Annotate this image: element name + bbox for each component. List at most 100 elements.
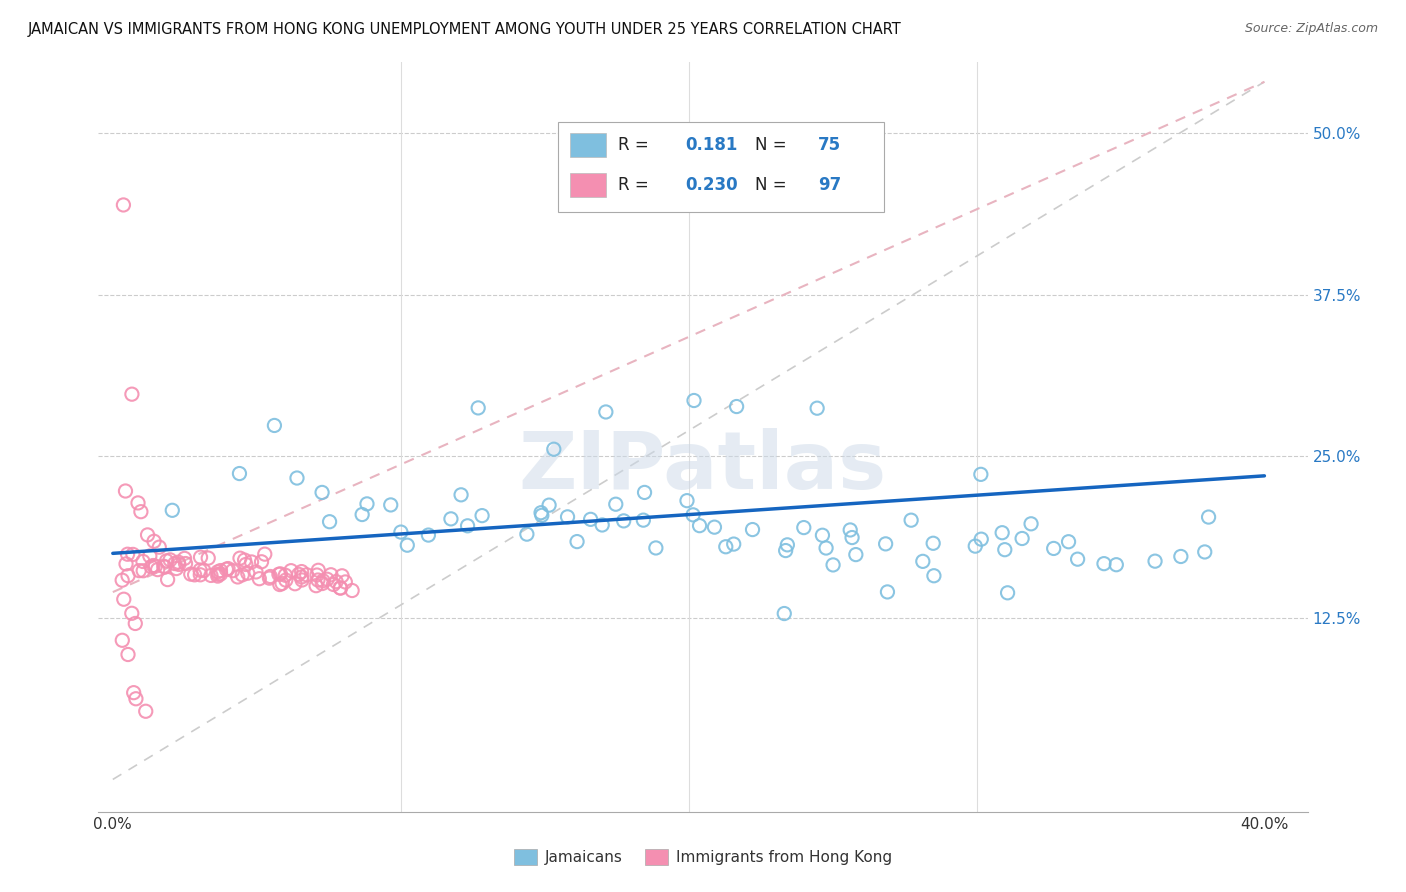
Text: R =: R = [619,136,654,153]
Point [209,566,232,581]
Point [841,531,863,545]
Point [193,564,215,578]
Point [245,565,267,579]
Text: Source: ZipAtlas.com: Source: ZipAtlas.com [1244,22,1378,36]
Point [997,586,1019,600]
Point [1011,532,1033,546]
Point [263,418,285,433]
Point [557,509,579,524]
Point [269,566,291,581]
Point [457,518,479,533]
Point [330,569,353,583]
Point [159,553,181,567]
Point [1170,549,1192,564]
Point [139,549,162,563]
Point [538,498,561,512]
Point [146,563,169,577]
Point [142,558,165,573]
Point [207,567,229,582]
Point [163,557,186,571]
Point [284,576,307,591]
Point [200,568,222,582]
Point [285,471,308,485]
Point [793,520,815,534]
Point [329,581,352,595]
Point [683,393,706,408]
Point [1042,541,1064,556]
Point [1194,545,1216,559]
Point [236,566,259,581]
Point [965,539,987,553]
Point [467,401,489,415]
Point [121,607,143,621]
Point [676,493,699,508]
Point [141,559,163,574]
Point [188,567,211,582]
Point [530,506,553,520]
Point [259,571,281,585]
Point [876,585,898,599]
Point [689,518,711,533]
Point [125,691,148,706]
Point [682,508,704,522]
Point [900,513,922,527]
FancyBboxPatch shape [558,122,884,212]
Point [311,485,333,500]
Point [440,512,463,526]
Point [450,488,472,502]
Text: 97: 97 [818,177,841,194]
Point [291,565,314,579]
Point [579,512,602,526]
Point [389,525,412,540]
Point [229,551,252,566]
Point [280,564,302,578]
Point [516,527,538,541]
Point [823,558,845,572]
Point [291,573,314,587]
Point [173,551,195,566]
Point [215,562,238,576]
Point [233,553,256,567]
Point [312,574,335,588]
Point [318,515,340,529]
Point [117,648,139,662]
Point [226,570,249,584]
Point [111,573,134,587]
Point [725,400,748,414]
Point [1144,554,1167,568]
Point [811,528,834,542]
Point [305,579,328,593]
Text: R =: R = [619,177,654,194]
Point [714,540,737,554]
Point [121,387,143,401]
Point [207,569,229,583]
Point [127,496,149,510]
Point [845,548,868,562]
Point [295,567,318,582]
Point [155,554,177,568]
Point [307,573,329,587]
Point [839,523,862,537]
Point [167,555,190,569]
Point [235,558,257,572]
Point [1198,510,1220,524]
Point [247,572,270,586]
Point [633,513,655,527]
Point [329,581,352,595]
Text: JAMAICAN VS IMMIGRANTS FROM HONG KONG UNEMPLOYMENT AMONG YOUTH UNDER 25 YEARS CO: JAMAICAN VS IMMIGRANTS FROM HONG KONG UN… [28,22,901,37]
FancyBboxPatch shape [569,173,606,197]
Point [136,528,159,542]
Point [543,442,565,457]
Point [207,565,229,579]
Point [165,561,187,575]
Point [145,559,167,574]
Point [875,537,897,551]
Point [633,485,655,500]
Point [231,567,253,582]
Text: 75: 75 [818,136,841,153]
Point [291,570,314,584]
Point [316,572,339,586]
Point [156,573,179,587]
Point [132,554,155,568]
Point [274,573,297,587]
